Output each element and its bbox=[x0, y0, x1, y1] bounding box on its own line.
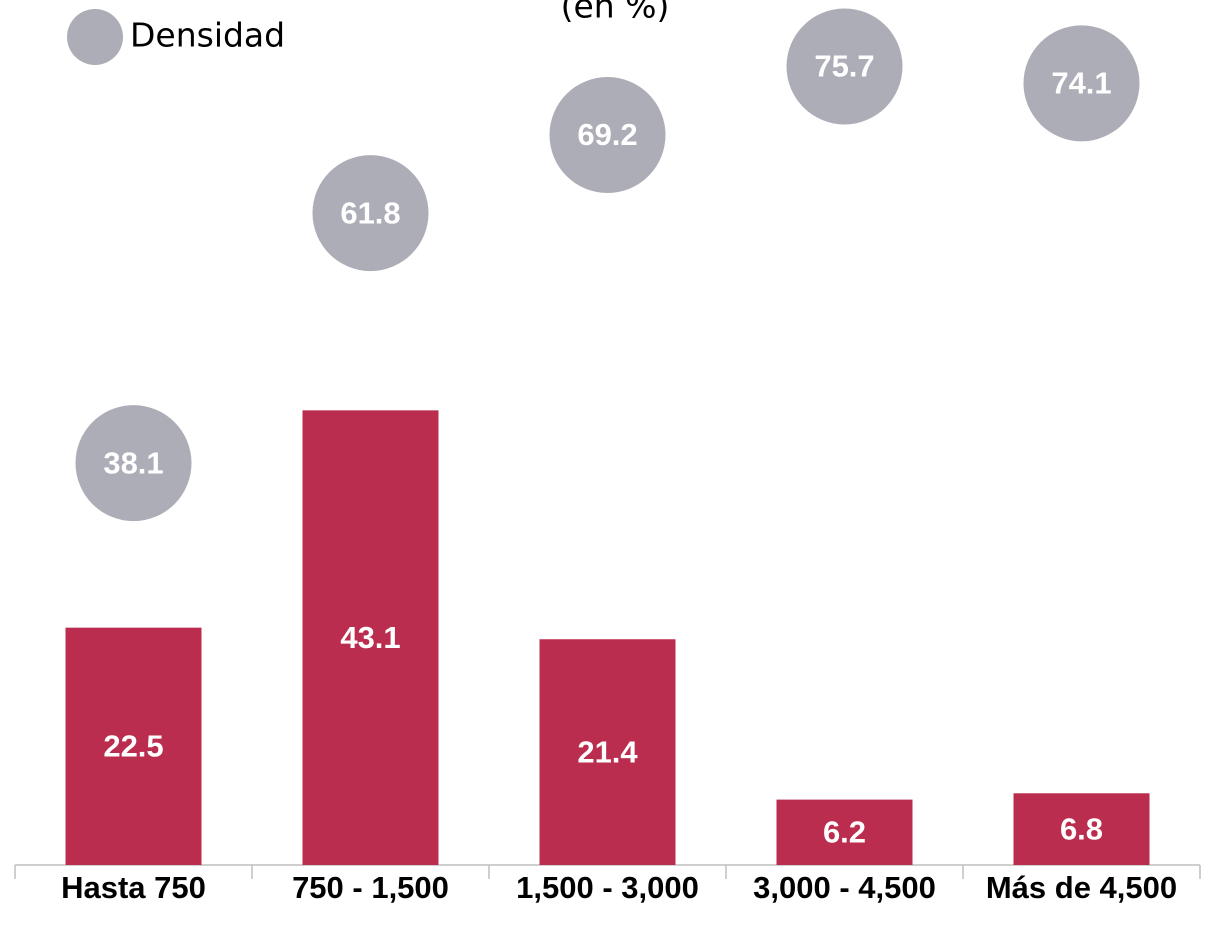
bubble-label: 74.1 bbox=[1051, 66, 1111, 101]
bar-label: 21.4 bbox=[577, 734, 638, 769]
bar-label: 22.5 bbox=[103, 729, 163, 764]
chart-subtitle: (en %) bbox=[561, 0, 670, 26]
bubble bbox=[75, 405, 192, 522]
bubble bbox=[549, 77, 666, 194]
legend-marker bbox=[67, 9, 123, 65]
bubble-label: 38.1 bbox=[103, 445, 163, 480]
bubble bbox=[786, 8, 903, 125]
bar bbox=[776, 799, 913, 865]
x-tick-label: Hasta 750 bbox=[61, 870, 206, 905]
bar bbox=[302, 410, 439, 865]
x-tick-label: 3,000 - 4,500 bbox=[753, 870, 936, 905]
bubble bbox=[1023, 25, 1140, 142]
bubble-label: 69.2 bbox=[577, 117, 637, 152]
bar-label: 6.8 bbox=[1060, 811, 1103, 846]
x-tick-label: 750 - 1,500 bbox=[292, 870, 449, 905]
bubble bbox=[312, 155, 429, 272]
bubble-label: 75.7 bbox=[814, 49, 874, 84]
bar-label: 43.1 bbox=[340, 620, 400, 655]
bar-label: 6.2 bbox=[823, 814, 866, 849]
bar bbox=[539, 639, 676, 865]
bar bbox=[65, 627, 202, 865]
bar bbox=[1013, 793, 1150, 865]
x-tick-label: 1,500 - 3,000 bbox=[516, 870, 699, 905]
x-tick-label: Más de 4,500 bbox=[986, 870, 1177, 905]
bubble-label: 61.8 bbox=[340, 195, 400, 230]
legend-label: Densidad bbox=[130, 16, 285, 55]
